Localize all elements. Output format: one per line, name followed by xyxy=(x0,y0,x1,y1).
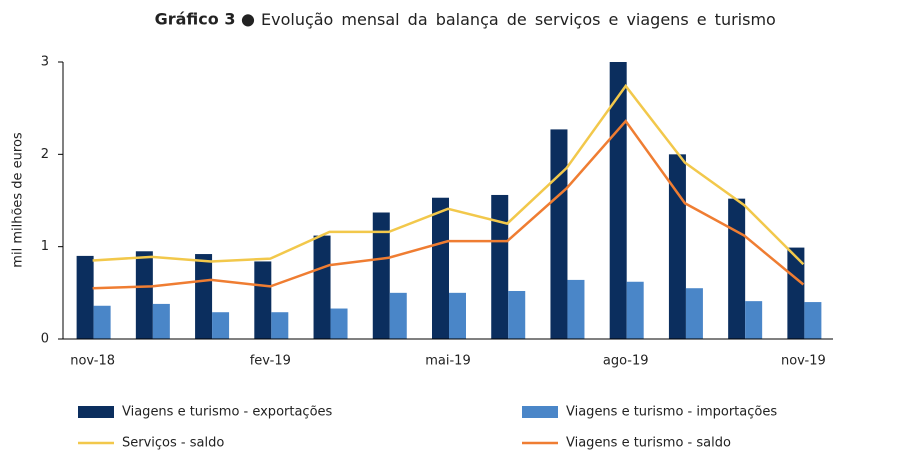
legend-label: Viagens e turismo - importações xyxy=(566,405,777,420)
line xyxy=(92,119,805,290)
bar xyxy=(432,197,449,339)
bar xyxy=(491,194,509,339)
bar xyxy=(685,288,703,339)
legend-swatch xyxy=(522,406,558,418)
legend-label: Serviços - saldo xyxy=(122,436,224,451)
title-box: Evolução mensal da balança de serviços e… xyxy=(261,10,776,29)
bar xyxy=(508,290,526,339)
y-tick-label: 0 xyxy=(41,332,49,347)
bar xyxy=(135,251,153,339)
legend-label: Viagens e turismo - exportações xyxy=(122,405,333,420)
legend-swatch xyxy=(78,406,114,418)
bar xyxy=(330,308,348,339)
bar xyxy=(195,254,213,339)
legend-label: Viagens e turismo - saldo xyxy=(566,436,731,451)
y-tick-label: 1 xyxy=(41,239,49,254)
bar xyxy=(550,129,568,339)
bar xyxy=(787,247,805,339)
chart-title-label: Gráfico 3 ● xyxy=(155,10,255,29)
bar xyxy=(152,303,170,339)
x-tick-label: ago-19 xyxy=(603,354,649,369)
line xyxy=(92,83,805,266)
x-tick-label: nov-18 xyxy=(70,354,115,369)
bar xyxy=(745,301,763,339)
x-tick-label: mai-19 xyxy=(425,354,470,369)
bar xyxy=(609,62,627,339)
bar xyxy=(728,198,746,339)
y-tick-label: 2 xyxy=(41,147,49,162)
y-tick-label: 3 xyxy=(41,55,49,70)
bar xyxy=(254,261,272,339)
bar xyxy=(449,292,466,339)
bar xyxy=(668,154,686,339)
bar xyxy=(313,235,331,339)
x-tick-label: fev-19 xyxy=(250,354,291,369)
bar xyxy=(389,292,407,339)
chart-title: Evolução mensal da balança de serviços e… xyxy=(261,10,776,29)
y-axis-label: mil milhões de euros xyxy=(11,132,26,268)
x-tick-label: nov-19 xyxy=(781,354,826,369)
bar xyxy=(212,312,230,339)
bar xyxy=(372,212,390,339)
bar xyxy=(76,255,94,339)
bar xyxy=(626,281,644,339)
bar xyxy=(271,312,289,339)
bar xyxy=(567,279,585,339)
bar xyxy=(93,305,111,339)
bar xyxy=(804,302,822,339)
